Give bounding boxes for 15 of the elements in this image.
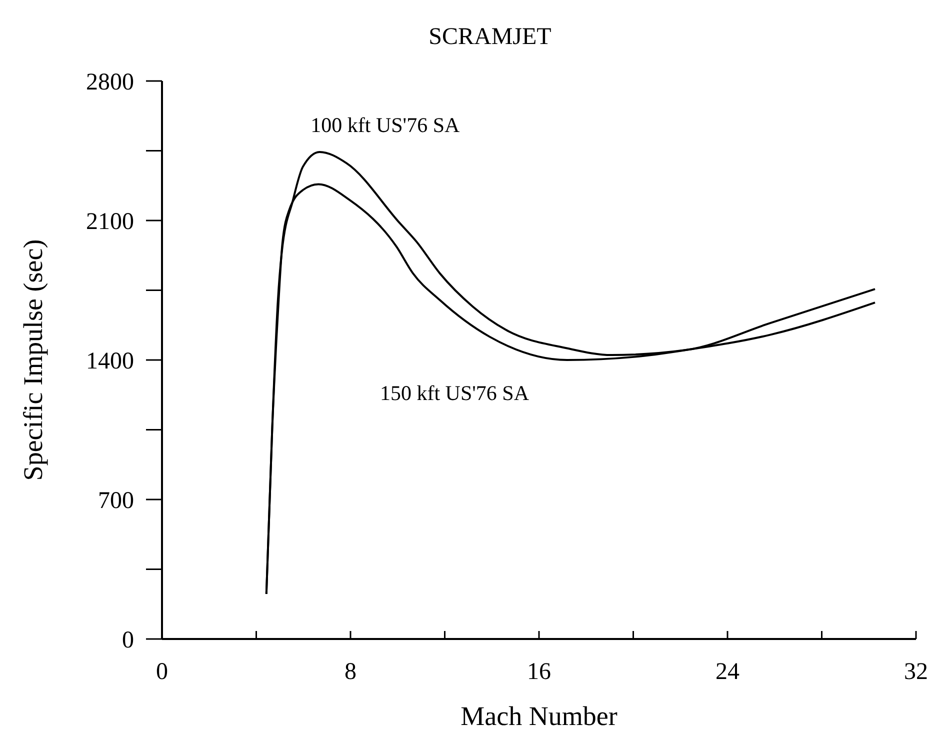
- y-tick-label: 1400: [86, 348, 134, 374]
- y-tick-label: 2100: [86, 208, 134, 235]
- x-tick-label: 0: [156, 659, 168, 685]
- x-tick-label: 32: [904, 659, 928, 685]
- x-tick-label: 16: [527, 659, 551, 685]
- y-tick-label: 2800: [86, 69, 134, 96]
- y-tick-label: 0: [122, 627, 134, 654]
- x-tick-label: 24: [716, 659, 740, 685]
- x-tick-label: 8: [344, 659, 356, 685]
- x-axis-title: Mach Number: [460, 701, 618, 731]
- chart-title: SCRAMJET: [428, 24, 552, 50]
- y-axis-title: Specific Impulse (sec): [18, 239, 48, 481]
- series-label: 100 kft US'76 SA: [310, 112, 461, 137]
- y-tick-label: 700: [98, 488, 134, 514]
- series-label: 150 kft US'76 SA: [380, 381, 530, 405]
